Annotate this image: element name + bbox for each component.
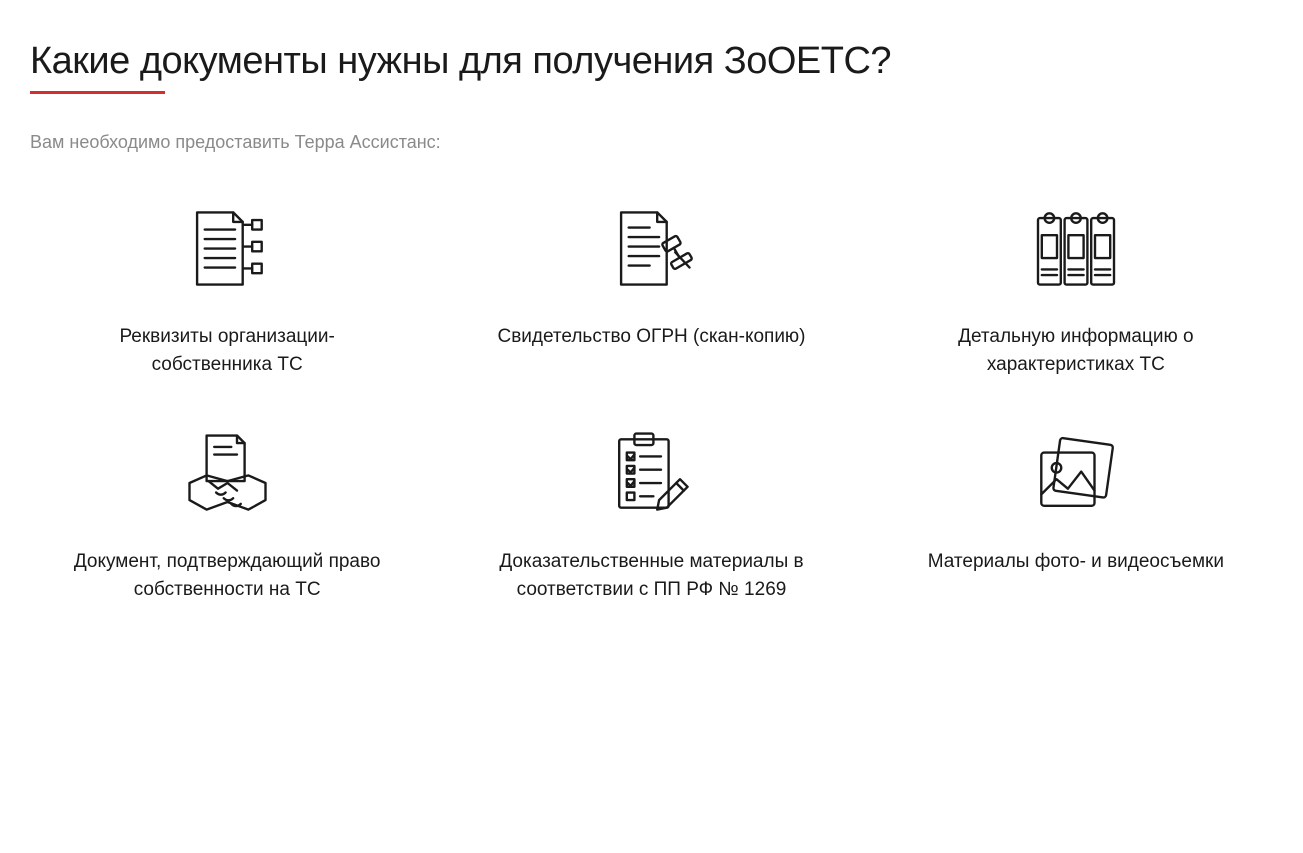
document-card-label: Реквизиты организации-собственника ТС: [67, 323, 387, 378]
document-card: Детальную информацию о характеристиках Т…: [879, 193, 1273, 378]
document-grid: Реквизиты организации-собственника ТС Св…: [30, 193, 1273, 603]
accent-underline: [30, 91, 165, 94]
document-card-label: Материалы фото- и видеосъемки: [928, 548, 1224, 576]
document-card: Материалы фото- и видеосъемки: [879, 418, 1273, 603]
handshake-document-icon: [172, 418, 282, 528]
document-card: Документ, подтверждающий право собственн…: [30, 418, 424, 603]
document-card: Доказательственные материалы в соответст…: [454, 418, 848, 603]
document-card: Реквизиты организации-собственника ТС: [30, 193, 424, 378]
document-card-label: Свидетельство ОГРН (скан-копию): [497, 323, 805, 351]
document-card: Свидетельство ОГРН (скан-копию): [454, 193, 848, 378]
page-heading: Какие документы нужны для получения ЗоОЕ…: [30, 40, 1273, 83]
binders-icon: [1021, 193, 1131, 303]
document-card-label: Доказательственные материалы в соответст…: [491, 548, 811, 603]
document-list-icon: [172, 193, 282, 303]
document-card-label: Детальную информацию о характеристиках Т…: [916, 323, 1236, 378]
document-gavel-icon: [596, 193, 706, 303]
photos-icon: [1021, 418, 1131, 528]
document-card-label: Документ, подтверждающий право собственн…: [67, 548, 387, 603]
checklist-pen-icon: [596, 418, 706, 528]
page-subtitle: Вам необходимо предоставить Терра Ассист…: [30, 132, 1273, 153]
